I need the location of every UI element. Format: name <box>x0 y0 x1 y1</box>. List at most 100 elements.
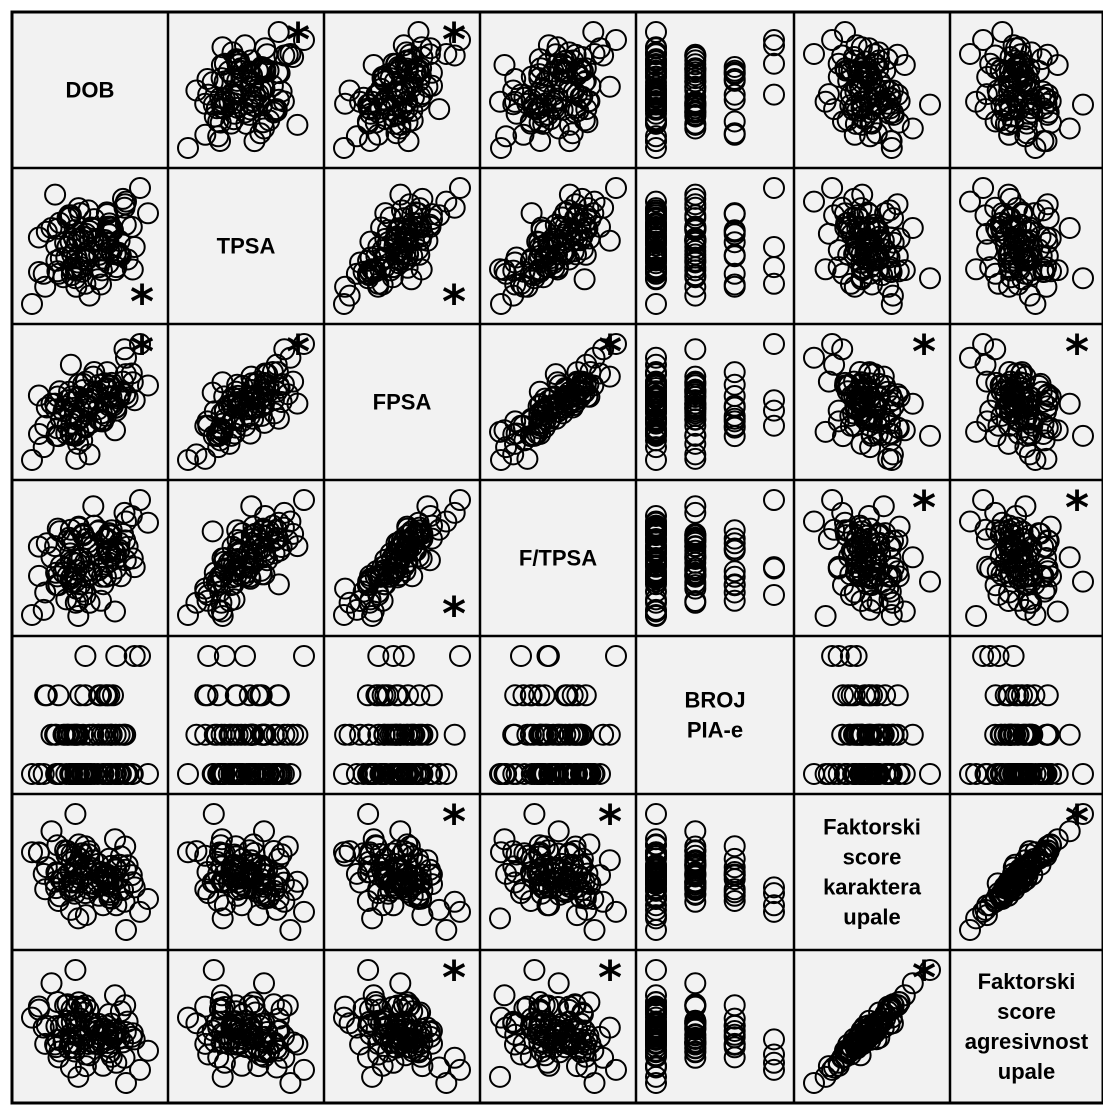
data-point <box>345 763 368 785</box>
data-point <box>210 591 233 614</box>
panel-r4-c0 <box>12 636 168 794</box>
data-point <box>253 972 275 995</box>
data-point <box>571 85 594 108</box>
data-point <box>684 259 707 282</box>
panel-r0-c1: * <box>168 12 324 168</box>
data-point <box>443 44 466 67</box>
data-point <box>835 374 858 397</box>
data-point <box>834 21 856 43</box>
data-point <box>550 398 573 421</box>
panel-r6-c1 <box>168 950 324 1103</box>
significance-star: * <box>598 795 622 849</box>
data-point <box>40 820 63 843</box>
panel-r3-c3: F/TPSA <box>480 480 636 636</box>
data-point <box>1002 236 1025 258</box>
data-point <box>272 763 295 785</box>
data-point <box>265 723 288 746</box>
panel-r5-c4 <box>636 794 794 950</box>
data-point <box>387 219 410 242</box>
data-point <box>240 1028 263 1050</box>
data-point <box>120 1025 143 1048</box>
data-point <box>550 852 573 875</box>
data-point <box>723 527 746 550</box>
data-point <box>115 1072 137 1094</box>
data-point <box>645 563 667 586</box>
data-point <box>832 425 854 448</box>
variable-label-line: score <box>997 999 1056 1024</box>
data-point <box>684 551 707 574</box>
data-point <box>361 605 384 627</box>
variable-label-line: agresivnost <box>965 1029 1089 1054</box>
data-point <box>105 645 128 667</box>
data-point <box>519 110 542 133</box>
data-point <box>684 374 707 397</box>
data-point <box>357 803 380 825</box>
data-point <box>684 85 707 108</box>
data-point <box>218 723 241 746</box>
data-point <box>867 219 890 242</box>
data-point <box>114 529 137 552</box>
variable-label-line: F/TPSA <box>519 546 597 571</box>
data-point <box>1003 229 1025 252</box>
data-point <box>273 1046 296 1069</box>
data-point <box>684 251 707 274</box>
data-point <box>398 994 421 1017</box>
data-point <box>113 1046 136 1069</box>
data-point <box>374 573 397 596</box>
data-point <box>569 723 592 746</box>
data-point <box>592 338 615 361</box>
data-point <box>645 1025 667 1047</box>
data-point <box>835 763 858 785</box>
data-point <box>356 1046 379 1069</box>
variable-label-line: upale <box>843 905 900 930</box>
data-point <box>87 543 110 566</box>
data-point <box>504 251 526 274</box>
points-group <box>177 959 315 1094</box>
data-point <box>1006 90 1028 113</box>
data-point <box>490 1006 512 1029</box>
data-point <box>382 645 405 667</box>
data-point <box>901 972 924 995</box>
data-point <box>886 684 909 707</box>
data-point <box>194 92 217 115</box>
data-point <box>530 216 553 239</box>
data-point <box>893 763 916 785</box>
data-point <box>443 1046 466 1069</box>
data-point <box>334 577 357 600</box>
data-point <box>367 1043 390 1066</box>
data-point <box>396 723 419 746</box>
data-point <box>244 763 267 785</box>
significance-star: * <box>286 325 310 379</box>
data-point <box>387 252 410 275</box>
data-point <box>32 1016 55 1039</box>
data-point <box>358 591 381 614</box>
data-point <box>1021 559 1043 581</box>
data-point <box>59 353 82 376</box>
data-point <box>645 436 667 459</box>
data-point <box>250 524 273 547</box>
data-point <box>420 203 443 226</box>
data-point <box>583 1072 606 1094</box>
data-point <box>569 763 592 785</box>
data-point <box>194 995 217 1018</box>
data-point <box>64 959 87 981</box>
data-point <box>504 861 527 883</box>
points-group <box>333 177 471 315</box>
data-point <box>409 225 432 248</box>
data-point <box>356 890 379 912</box>
data-point <box>408 90 431 113</box>
data-point <box>723 219 746 242</box>
data-point <box>357 959 380 981</box>
data-point <box>1015 108 1038 131</box>
data-point <box>114 994 137 1017</box>
data-point <box>63 396 86 419</box>
data-point <box>123 645 146 667</box>
data-point <box>856 723 879 746</box>
data-point <box>383 70 406 93</box>
data-point <box>81 723 104 746</box>
points-group <box>489 959 627 1094</box>
data-point <box>67 763 90 785</box>
panel-background <box>324 324 480 480</box>
data-point <box>493 984 516 1007</box>
data-point <box>65 275 88 298</box>
